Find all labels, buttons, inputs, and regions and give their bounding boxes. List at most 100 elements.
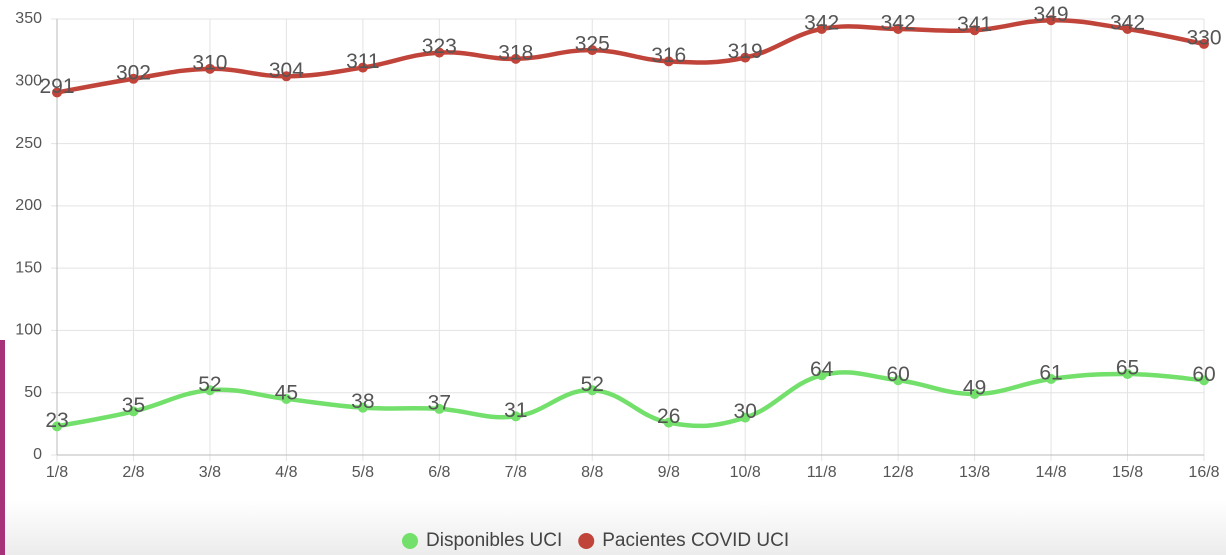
data-label: 64 xyxy=(810,358,834,381)
point xyxy=(1199,38,1209,49)
data-label: 60 xyxy=(886,363,909,386)
data-label: 52 xyxy=(581,373,604,396)
point xyxy=(740,412,751,423)
point xyxy=(663,417,674,428)
point xyxy=(357,62,368,73)
data-label: 30 xyxy=(734,400,757,423)
x-tick-label: 5/8 xyxy=(352,464,374,481)
series-line xyxy=(56,370,1205,429)
data-label: 65 xyxy=(1116,357,1139,380)
series-line xyxy=(56,17,1205,95)
point xyxy=(434,47,445,58)
point xyxy=(204,385,215,396)
y-tick-label: 200 xyxy=(15,197,42,214)
data-label: 60 xyxy=(1192,363,1215,386)
data-label: 35 xyxy=(122,394,145,417)
x-tick-label: 1/8 xyxy=(46,464,68,481)
data-label: 45 xyxy=(275,381,298,404)
x-tick-label: 11/8 xyxy=(807,464,837,481)
legend: Disponibles UCI Pacientes COVID UCI xyxy=(402,530,789,551)
data-label: 302 xyxy=(116,61,151,84)
point xyxy=(893,23,904,34)
point xyxy=(893,375,904,386)
data-label: 291 xyxy=(39,75,74,98)
point xyxy=(281,393,292,404)
y-tick-label: 300 xyxy=(15,73,42,90)
x-tick-label: 7/8 xyxy=(505,464,527,481)
point xyxy=(816,23,827,34)
data-label: 304 xyxy=(269,59,304,82)
point xyxy=(52,421,62,432)
legend-marker xyxy=(578,533,595,549)
data-label: 342 xyxy=(881,12,916,35)
data-label: 319 xyxy=(728,40,763,63)
x-tick-label: 6/8 xyxy=(428,464,450,481)
data-label: 341 xyxy=(957,13,992,36)
point xyxy=(204,63,215,74)
y-tick-label: 0 xyxy=(33,446,42,463)
x-tick-label: 9/8 xyxy=(658,464,680,481)
point xyxy=(587,45,598,56)
point xyxy=(1122,369,1133,380)
point xyxy=(816,370,827,381)
data-label: 310 xyxy=(192,51,227,74)
data-label: 26 xyxy=(657,405,680,428)
y-tick-label: 150 xyxy=(15,259,42,276)
data-label: 318 xyxy=(498,41,533,64)
data-label: 342 xyxy=(804,12,839,35)
point xyxy=(1046,15,1057,26)
data-label: 330 xyxy=(1186,26,1221,49)
y-tick-label: 50 xyxy=(24,384,42,401)
legend-label: Pacientes COVID UCI xyxy=(602,530,789,551)
data-label: 342 xyxy=(1110,12,1145,35)
x-tick-label: 3/8 xyxy=(199,464,221,481)
data-label: 38 xyxy=(351,390,374,413)
footer-bg xyxy=(0,500,1226,555)
data-label: 316 xyxy=(651,44,686,67)
point xyxy=(740,52,751,63)
x-tick-label: 14/8 xyxy=(1035,464,1066,481)
data-label: 49 xyxy=(963,377,986,400)
point xyxy=(1122,23,1133,34)
point xyxy=(128,73,139,84)
side-strip xyxy=(0,340,5,555)
x-tick-label: 15/8 xyxy=(1112,464,1143,481)
point xyxy=(52,87,62,98)
point xyxy=(510,411,521,422)
data-label: 349 xyxy=(1034,3,1069,26)
point xyxy=(1046,374,1057,385)
legend-marker xyxy=(402,533,418,549)
point xyxy=(1199,375,1209,386)
data-label: 61 xyxy=(1039,362,1062,385)
data-label: 52 xyxy=(198,373,221,396)
data-label: 37 xyxy=(428,391,451,414)
x-tick-label: 16/8 xyxy=(1188,464,1219,481)
grid: 0 50 100 150 200 250 300 350 1/8 2/8 3/8 4/8 5/8 6/8 7… xyxy=(15,10,1219,481)
point xyxy=(969,388,980,399)
point xyxy=(434,403,445,414)
point xyxy=(587,385,598,396)
x-tick-label: 8/8 xyxy=(581,464,603,481)
x-tick-label: 12/8 xyxy=(883,464,914,481)
point xyxy=(357,402,368,413)
point xyxy=(281,71,292,82)
data-label: 23 xyxy=(45,409,68,432)
plot: 23 35 52 45 38 37 31 52 26 30 64 60 49 61 65 60 291 302 31… xyxy=(39,3,1221,432)
legend-label: Disponibles UCI xyxy=(426,530,562,551)
data-label: 31 xyxy=(504,399,527,422)
x-tick-label: 10/8 xyxy=(730,464,761,481)
point xyxy=(663,56,674,67)
x-tick-label: 4/8 xyxy=(275,464,297,481)
x-tick-label: 13/8 xyxy=(959,464,990,481)
data-label: 311 xyxy=(346,50,379,73)
point xyxy=(128,406,139,417)
x-tick-label: 2/8 xyxy=(122,464,144,481)
y-tick-label: 100 xyxy=(15,322,42,339)
y-tick-label: 350 xyxy=(15,10,42,27)
y-tick-label: 250 xyxy=(15,135,42,152)
data-label: 325 xyxy=(575,33,610,56)
point xyxy=(969,25,980,36)
point xyxy=(510,53,521,64)
data-label: 323 xyxy=(422,35,457,58)
